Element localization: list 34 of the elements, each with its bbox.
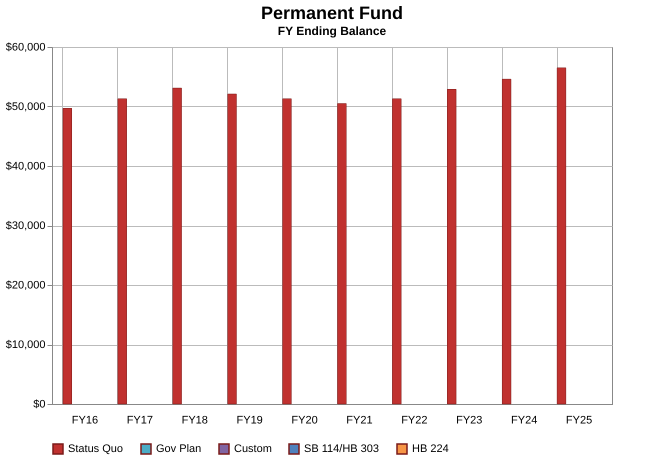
legend-label: Status Quo — [68, 443, 124, 455]
bar — [282, 98, 292, 404]
y-tick-label: $50,000 — [6, 101, 46, 113]
legend-label: SB 114/HB 303 — [304, 443, 380, 455]
x-tick-label: FY17 — [126, 414, 153, 426]
bar — [172, 88, 182, 404]
x-tick-label: FY19 — [236, 414, 263, 426]
x-tick-label: FY20 — [291, 414, 318, 426]
bar — [447, 88, 456, 404]
x-tick-label: FY23 — [456, 414, 482, 426]
x-tick-label: FY22 — [401, 414, 428, 426]
legend-label: HB 224 — [412, 443, 449, 455]
bar — [502, 78, 512, 404]
bar — [62, 108, 72, 404]
y-tick-label: $60,000 — [6, 42, 46, 54]
x-tick-label: FY16 — [72, 414, 98, 426]
legend-label: Gov Plan — [156, 443, 202, 455]
y-tick-label: $20,000 — [6, 280, 46, 292]
bar — [392, 98, 402, 404]
bar — [556, 68, 566, 404]
bar — [118, 98, 127, 404]
x-tick-label: FY18 — [182, 414, 208, 426]
bar — [227, 94, 237, 404]
y-tick-label: $0 — [33, 398, 46, 410]
y-tick-label: $40,000 — [6, 160, 46, 172]
bar — [337, 103, 347, 404]
x-tick-label: FY25 — [566, 414, 592, 426]
x-tick-label: FY24 — [511, 414, 538, 426]
x-tick-label: FY21 — [346, 414, 373, 426]
chart-subtitle: FY Ending Balance — [278, 24, 387, 38]
y-tick-label: $30,000 — [6, 220, 46, 232]
legend-label: Custom — [234, 443, 272, 455]
y-tick-label: $10,000 — [6, 339, 46, 351]
chart-title: Permanent Fund — [260, 3, 404, 23]
